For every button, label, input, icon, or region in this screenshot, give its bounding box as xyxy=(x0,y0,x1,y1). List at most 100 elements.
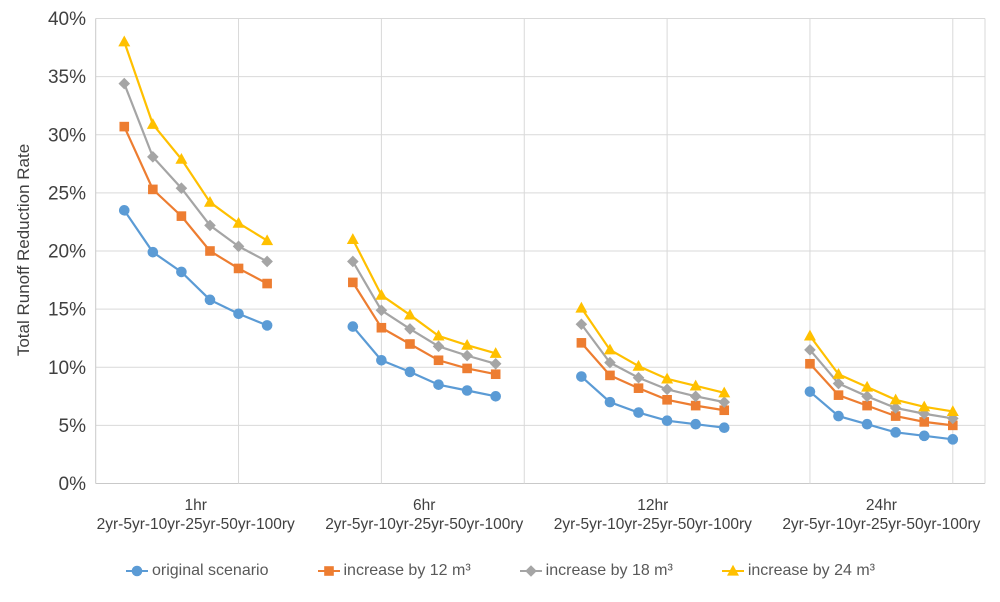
circle-marker xyxy=(461,385,473,396)
circle-marker xyxy=(804,386,816,397)
y-tick-label: 35% xyxy=(48,67,86,88)
square-marker xyxy=(805,358,815,369)
diamond-marker xyxy=(261,255,273,268)
diamond-marker xyxy=(661,383,673,396)
circle-marker xyxy=(890,427,901,438)
circle-marker xyxy=(147,246,159,258)
triangle-marker xyxy=(432,329,445,341)
x-group-label: 1hr xyxy=(184,497,206,514)
square-marker xyxy=(262,278,272,289)
x-group-sublabel: 2yr-5yr-10yr-25yr-50yr-100ry xyxy=(97,516,295,533)
square-marker xyxy=(662,395,672,405)
triangle-marker xyxy=(575,301,588,313)
triangle-marker xyxy=(489,347,502,358)
square-marker xyxy=(462,363,472,374)
square-marker xyxy=(919,417,930,427)
triangle-marker xyxy=(889,393,902,405)
legend-item-3: increase by 18 m³ xyxy=(519,562,673,580)
triangle-marker xyxy=(203,195,216,207)
diamond-marker xyxy=(461,349,473,362)
y-tick-label: 15% xyxy=(48,300,86,321)
series-line xyxy=(351,238,496,355)
circle-marker xyxy=(233,308,244,320)
circle-marker xyxy=(576,371,587,382)
legend-label: increase by 12 m³ xyxy=(343,562,471,579)
triangle-marker xyxy=(832,368,845,379)
square-marker xyxy=(576,338,587,348)
legend-label: increase by 24 m³ xyxy=(747,562,876,579)
triangle-marker xyxy=(346,233,359,244)
diamond-marker xyxy=(432,340,445,353)
diamond-marker xyxy=(489,357,502,370)
x-group-sublabel: 2yr-5yr-10yr-25yr-50yr-100ry xyxy=(782,516,980,533)
series-line xyxy=(123,83,268,263)
diamond-marker xyxy=(889,402,902,414)
diamond-marker xyxy=(204,219,216,232)
diamond-marker xyxy=(375,304,388,317)
triangle-marker-icon xyxy=(721,564,744,576)
triangle-marker xyxy=(803,329,816,341)
triangle-marker xyxy=(375,288,388,300)
y-tick-label: 0% xyxy=(59,474,87,495)
series-line xyxy=(580,307,725,394)
circle-marker xyxy=(490,391,501,402)
circle-marker xyxy=(661,415,673,427)
series-line xyxy=(809,335,953,413)
series-triangle xyxy=(118,35,959,417)
x-group-label: 12hr xyxy=(637,497,668,514)
circle-marker xyxy=(918,430,930,442)
diamond-marker xyxy=(832,377,845,390)
diamond-marker xyxy=(861,390,873,403)
diamond-marker xyxy=(147,151,159,163)
series-line xyxy=(351,260,496,365)
diamond-marker xyxy=(575,318,588,331)
square-marker xyxy=(890,411,901,421)
circle-marker xyxy=(690,418,701,430)
triangle-marker xyxy=(718,386,731,398)
square-marker xyxy=(719,405,730,416)
x-group-sublabel: 2yr-5yr-10yr-25yr-50yr-100ry xyxy=(554,516,752,533)
chart-legend: original scenario increase by 12 m³ increa… xyxy=(0,562,1000,580)
circle-marker xyxy=(131,565,143,577)
square-marker xyxy=(433,355,444,366)
triangle-marker xyxy=(403,308,416,320)
y-tick-label: 10% xyxy=(48,358,86,379)
circle-marker xyxy=(861,418,873,430)
triangle-marker xyxy=(632,359,645,371)
series-line xyxy=(580,323,725,404)
triangle-marker xyxy=(946,405,959,417)
y-tick-label: 20% xyxy=(48,242,86,263)
circle-marker xyxy=(118,205,130,216)
square-marker xyxy=(148,184,158,195)
circle-marker xyxy=(261,320,273,331)
square-marker xyxy=(176,211,187,221)
legend-item-2: increase by 12 m³ xyxy=(317,562,471,580)
triangle-marker xyxy=(726,564,739,576)
diamond-marker xyxy=(347,255,359,268)
diamond-marker xyxy=(689,390,702,403)
series-circle xyxy=(118,205,959,445)
triangle-marker xyxy=(146,118,159,129)
square-marker xyxy=(376,322,387,333)
series-diamond xyxy=(118,77,959,425)
circle-marker xyxy=(833,410,844,422)
diamond-marker xyxy=(524,565,537,577)
diamond-marker xyxy=(632,371,645,384)
circle-marker xyxy=(347,321,359,332)
y-tick-label: 5% xyxy=(59,416,87,437)
square-marker xyxy=(205,246,215,256)
square-marker xyxy=(348,277,358,288)
circle-marker xyxy=(633,407,644,418)
square-marker xyxy=(633,383,644,393)
circle-marker xyxy=(404,366,416,378)
diamond-marker xyxy=(175,182,188,195)
circle-marker xyxy=(604,396,616,408)
circle-marker xyxy=(718,422,730,434)
x-group-label: 24hr xyxy=(866,497,897,514)
diamond-marker xyxy=(118,77,131,90)
circle-marker xyxy=(176,266,187,278)
triangle-marker xyxy=(861,380,874,392)
legend-label: increase by 18 m³ xyxy=(545,562,673,579)
square-marker xyxy=(490,369,501,380)
